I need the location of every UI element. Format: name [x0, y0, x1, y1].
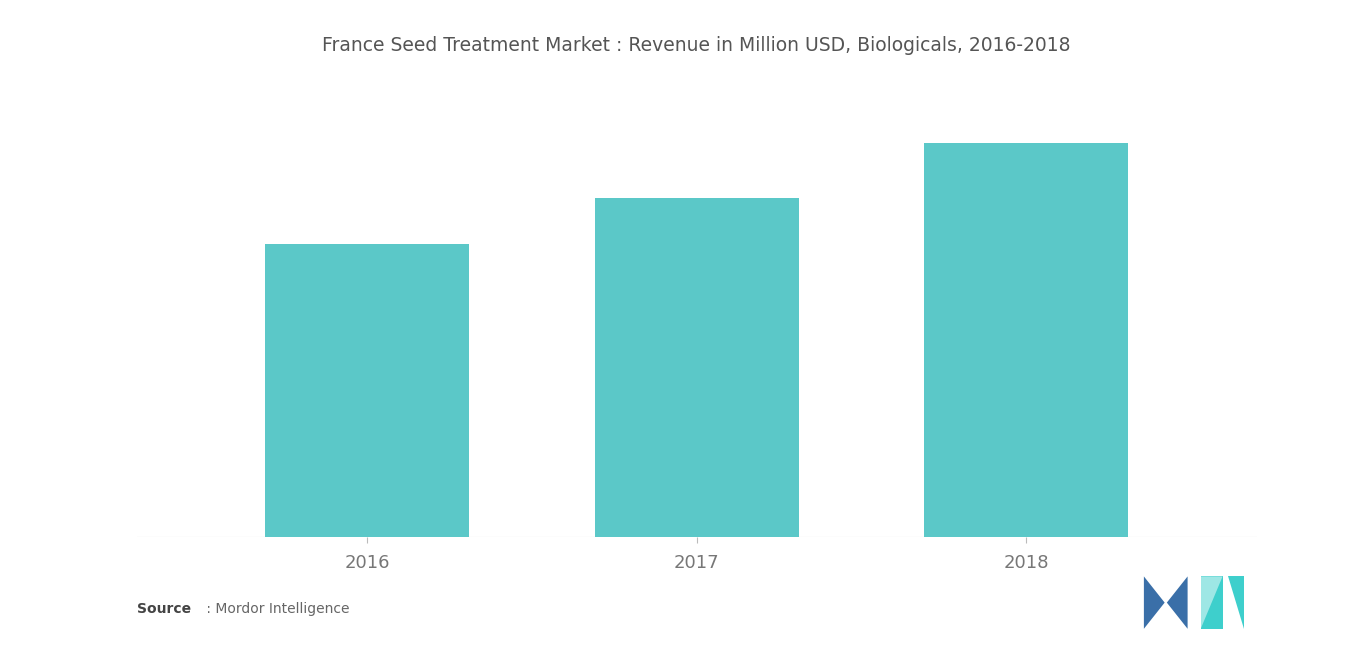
Polygon shape	[1143, 576, 1165, 629]
Title: France Seed Treatment Market : Revenue in Million USD, Biologicals, 2016-2018: France Seed Treatment Market : Revenue i…	[322, 36, 1071, 55]
Text: Source: Source	[137, 602, 191, 616]
Text: : Mordor Intelligence: : Mordor Intelligence	[202, 602, 350, 616]
Polygon shape	[1228, 576, 1244, 629]
Bar	[594, 198, 799, 537]
Polygon shape	[1201, 576, 1223, 629]
Polygon shape	[1201, 576, 1223, 629]
Bar	[265, 244, 470, 537]
Polygon shape	[1160, 609, 1171, 629]
Bar	[923, 143, 1128, 537]
Polygon shape	[1167, 576, 1187, 629]
